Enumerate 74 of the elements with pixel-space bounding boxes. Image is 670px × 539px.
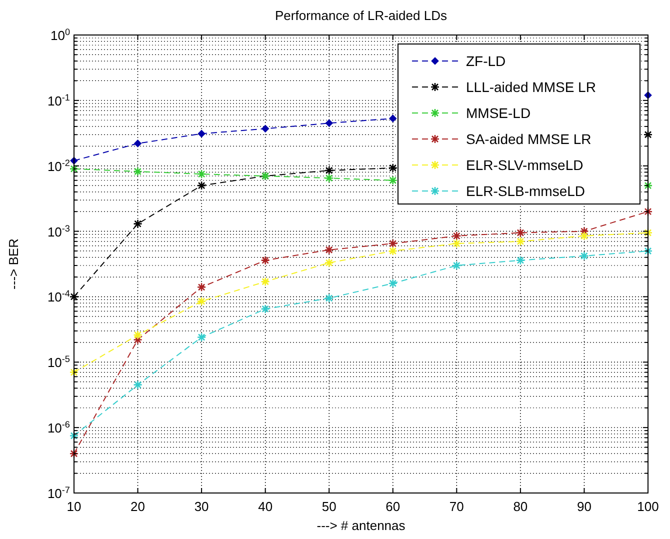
- point: [516, 228, 526, 238]
- point: [324, 173, 334, 183]
- point: [516, 256, 526, 265]
- y-tick-label: 10$^{-6}$: [47, 420, 70, 436]
- y-tick-label: 10$^{-1}$: [47, 92, 70, 108]
- point: [452, 231, 462, 241]
- point: [69, 431, 79, 440]
- point: [452, 260, 462, 270]
- point: [388, 238, 398, 248]
- x-tick-label: 20: [130, 499, 146, 514]
- legend-label: LLL-aided MMSE LR: [466, 79, 596, 95]
- x-tick-label: 90: [576, 499, 592, 514]
- x-tick-label: 70: [449, 499, 464, 514]
- x-tick-label: 40: [258, 499, 273, 514]
- x-tick-label: 30: [194, 499, 209, 514]
- point: [643, 228, 653, 238]
- point: [196, 180, 206, 190]
- point: [324, 294, 334, 303]
- point: [324, 166, 334, 176]
- point: [643, 180, 653, 190]
- point: [324, 258, 334, 268]
- point: [643, 130, 653, 140]
- x-tick-label: 50: [322, 499, 336, 514]
- point: [452, 238, 462, 248]
- point: [260, 276, 270, 286]
- point: [196, 296, 206, 306]
- x-tick-label: 100: [637, 499, 659, 514]
- point: [388, 163, 398, 173]
- y-tick-label: 10$^{-4}$: [47, 288, 70, 305]
- point: [198, 130, 206, 138]
- point: [69, 448, 79, 458]
- point: [325, 119, 333, 127]
- point: [580, 226, 589, 236]
- point: [133, 330, 142, 340]
- point: [69, 368, 79, 377]
- y-tick-label: 10$^{-7}$: [47, 485, 70, 501]
- x-tick-label: 60: [386, 499, 400, 514]
- point: [196, 332, 206, 342]
- x-tick-label: 80: [513, 499, 528, 514]
- point: [133, 219, 142, 228]
- chart-title: Performance of LR-aided LDs: [275, 8, 448, 23]
- legend-label: ELR-SLV-mmseLD: [466, 157, 584, 173]
- point: [133, 380, 142, 390]
- legend-label: MMSE-LD: [466, 105, 531, 121]
- point: [260, 304, 270, 314]
- point: [580, 231, 589, 241]
- point: [388, 176, 398, 186]
- x-tick-label: 10: [66, 499, 82, 514]
- point: [643, 206, 653, 216]
- point: [388, 278, 398, 288]
- point: [643, 246, 653, 256]
- point: [516, 236, 526, 246]
- point: [260, 256, 270, 265]
- point: [69, 292, 79, 302]
- y-tick-label: 10$^{-5}$: [47, 354, 70, 370]
- y-tick-label: 10$^{0}$: [50, 27, 70, 43]
- legend-label: SA-aided MMSE LR: [466, 131, 592, 147]
- point: [69, 164, 79, 174]
- point: [388, 246, 398, 256]
- point: [389, 114, 397, 122]
- point: [133, 166, 142, 176]
- y-axis-title: ---> BER: [6, 238, 21, 290]
- point: [580, 251, 589, 261]
- point: [262, 125, 269, 132]
- point: [196, 282, 206, 292]
- legend-label: ELR-SLB-mmseLD: [466, 183, 586, 199]
- point: [196, 169, 206, 179]
- point: [324, 245, 334, 255]
- x-axis-title: ---> # antennas: [316, 518, 406, 533]
- point: [133, 335, 142, 344]
- point: [134, 140, 142, 148]
- y-tick-label: 10$^{-2}$: [47, 158, 70, 174]
- legend-label: ZF-LD: [466, 53, 506, 69]
- y-tick-label: 10$^{-3}$: [47, 223, 70, 240]
